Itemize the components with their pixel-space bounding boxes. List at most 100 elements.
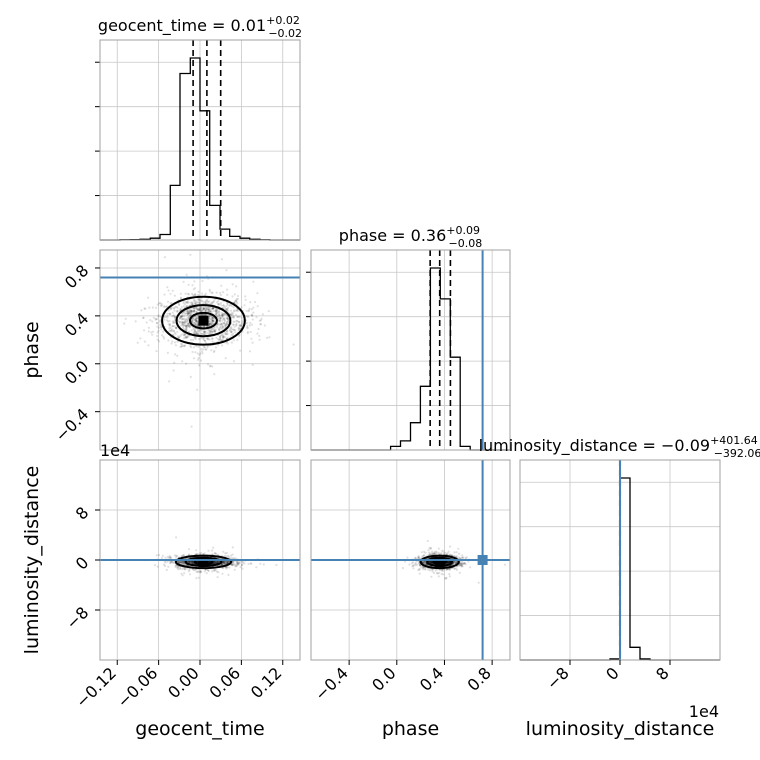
sample-point [192,331,195,334]
sample-point [447,560,450,563]
sample-point [170,556,173,559]
yaxis-label-luminosity_distance: luminosity_distance [21,466,43,655]
sample-point [185,317,188,320]
sample-point [224,333,227,336]
sample-point [180,572,183,575]
sample-point [191,317,194,320]
sample-point [231,283,234,286]
sample-point [164,556,167,559]
sample-point [161,554,164,557]
sample-point [170,329,173,332]
sample-point [193,330,197,333]
sample-point [230,311,234,314]
sample-point [418,568,421,571]
sample-point [203,313,207,316]
sample-point [210,302,213,305]
sample-point [261,313,264,316]
sample-point [235,561,238,564]
sample-point [196,308,199,311]
sample-point [232,339,235,342]
sample-point [175,310,178,313]
sample-point [238,320,241,324]
sample-point [412,564,415,567]
sample-point [191,317,194,320]
ytick-label-phase-1: 0.0 [61,357,92,388]
sample-point [189,253,192,256]
sample-point [464,563,467,566]
sample-point [216,315,219,318]
sample-point [222,335,225,338]
sample-point [210,331,213,334]
sample-point [173,316,176,319]
sample-point [198,308,201,311]
sample-point [204,301,207,304]
sample-point [197,290,200,293]
sample-point [220,323,223,326]
sample-point [171,325,174,328]
sample-point [460,563,463,567]
sample-point [423,561,426,564]
sample-point [200,348,203,351]
sample-point [426,539,429,543]
scatter-luminosity_distance_vs_phase [401,539,507,584]
sample-point [195,323,198,326]
sample-point [182,562,185,565]
sample-point [430,562,434,565]
sample-point [208,331,211,334]
sample-point [176,566,180,569]
sample-point [194,302,197,305]
sample-point [183,319,187,322]
sample-point [431,552,434,555]
sample-point [226,566,229,569]
sample-point [224,561,227,564]
sample-point [196,324,199,327]
sample-point [421,554,425,558]
contour-luminosity_distance_vs_phase-0 [419,554,460,570]
sample-point [185,326,188,329]
sample-point [208,324,211,327]
sample-point [147,344,150,347]
sample-point [198,353,201,356]
sample-point [191,561,194,564]
sample-point [202,338,205,342]
sample-point [179,561,182,564]
sample-point [232,312,235,315]
sample-point [200,306,203,309]
frame-layer [95,39,721,665]
sample-point [185,301,188,304]
sample-point [196,308,199,311]
sample-point [204,339,207,342]
sample-point [186,292,189,295]
sample-point [451,563,454,566]
sample-point [219,323,222,326]
sample-point [197,571,200,574]
sample-point [432,553,435,556]
sample-point [181,321,184,324]
sample-point [460,565,463,568]
sample-point [179,316,182,319]
sample-point [223,321,226,324]
sample-point [232,316,235,319]
sample-point [157,326,160,329]
sample-point [226,560,229,563]
sample-point [168,313,172,316]
sample-point [182,322,185,326]
sample-point [452,560,455,563]
sample-point [232,323,235,326]
panel-frame-luminosity_distance_vs_phase [310,459,511,661]
sample-point [159,315,162,318]
sample-point [224,561,228,564]
sample-point [417,555,420,559]
xtick-label-phase-0: −0.4 [311,663,352,704]
sample-point [186,300,189,303]
sample-point [219,293,222,297]
sample-point [154,317,158,320]
sample-point [231,557,234,560]
sample-point [226,315,229,318]
sample-point [259,322,262,326]
sample-point [185,329,188,332]
sample-point [423,568,427,571]
sample-point [182,314,185,317]
truth-marker-luminosity_distance_vs_phase [477,555,488,565]
